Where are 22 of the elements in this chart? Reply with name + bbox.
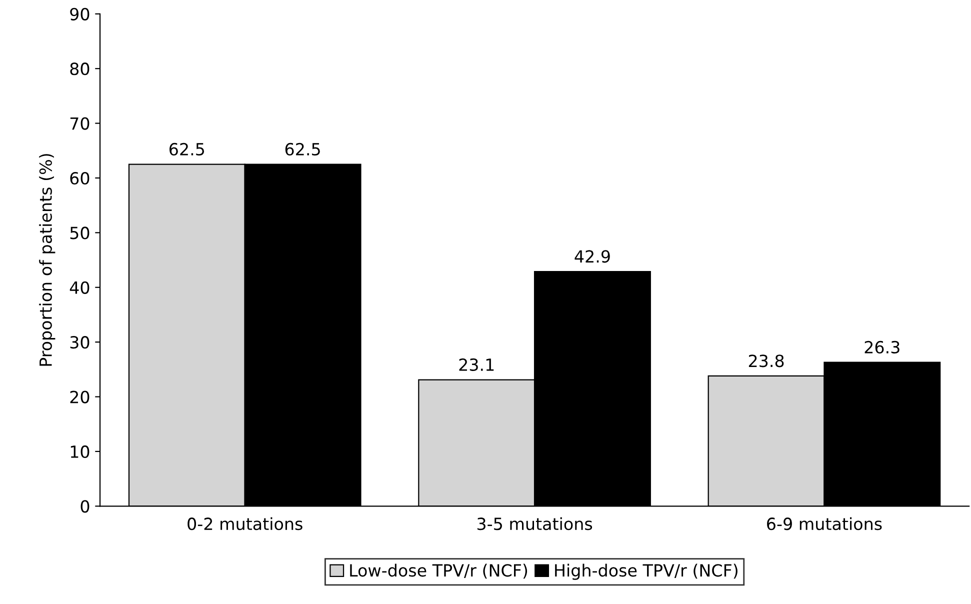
data-label: 23.8 <box>748 354 784 368</box>
y-tick-label: 50 <box>70 226 90 240</box>
y-tick-label: 0 <box>80 500 90 513</box>
data-label: 26.3 <box>864 340 900 354</box>
y-tick-label: 10 <box>70 445 90 458</box>
data-label: 62.5 <box>285 142 320 156</box>
y-tick-label: 30 <box>70 336 90 349</box>
x-tick-label: 0-2 mutations <box>188 517 302 530</box>
x-tick-label: 6-9 mutations <box>767 517 882 530</box>
data-label: 23.1 <box>459 358 494 372</box>
legend-label: High-dose TPV/r (NCF) <box>555 564 738 580</box>
y-tick-label: 80 <box>70 62 90 76</box>
legend-label: Low-dose TPV/r (NCF) <box>350 564 528 579</box>
y-tick-label: 60 <box>70 172 90 185</box>
y-tick-label: 40 <box>70 281 90 294</box>
y-axis-title: Proportion of patients (%) <box>39 154 56 366</box>
y-tick-label: 90 <box>70 8 90 20</box>
data-label: 42.9 <box>574 250 610 263</box>
y-tick-label: 70 <box>70 117 90 130</box>
y-tick-label: 20 <box>70 390 90 404</box>
x-tick-label: 3-5 mutations <box>477 517 592 530</box>
data-label: 62.5 <box>170 142 204 156</box>
